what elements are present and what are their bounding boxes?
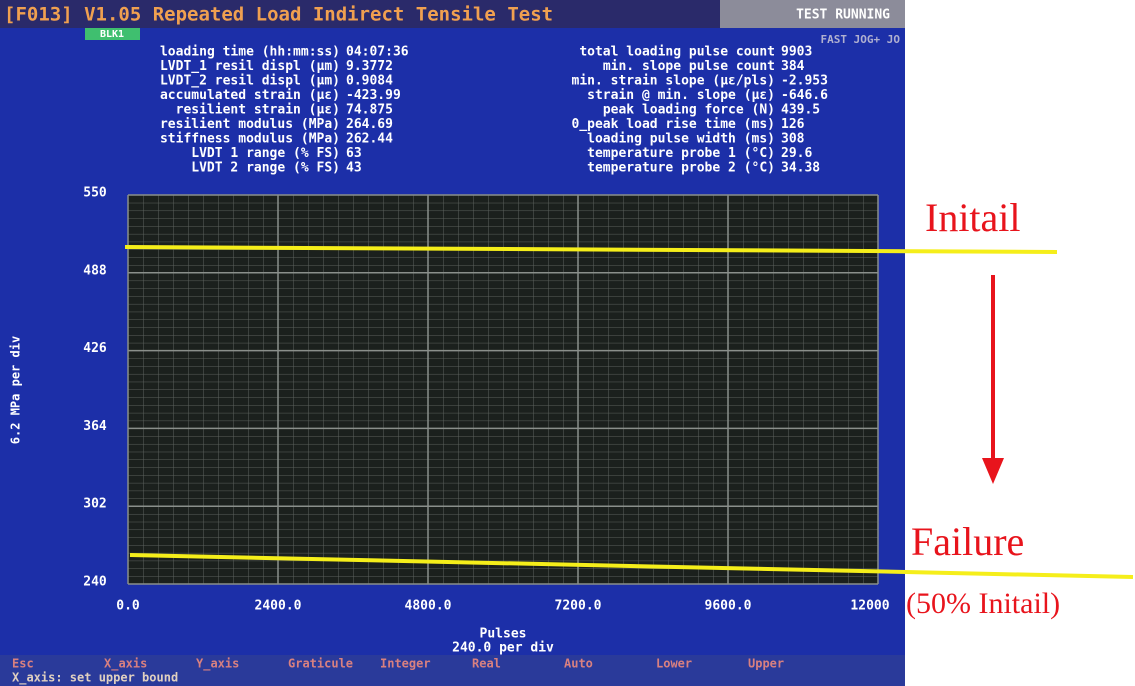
readout-value: 126 bbox=[781, 117, 805, 132]
menu-background bbox=[0, 655, 905, 686]
menu-item: Esc bbox=[12, 657, 34, 671]
menu-item: Auto bbox=[564, 657, 593, 671]
readout-value: -646.6 bbox=[781, 88, 828, 103]
minor-grid bbox=[128, 195, 878, 584]
initial-label: Initail bbox=[925, 195, 1021, 240]
status: TEST RUNNING bbox=[796, 8, 890, 23]
y-tick-label: 364 bbox=[83, 419, 107, 434]
readout-value: 43 bbox=[346, 161, 362, 176]
x-tick-label: 2400.0 bbox=[255, 599, 302, 614]
menu-item: Lower bbox=[656, 657, 692, 671]
x-tick-label: 0.0 bbox=[116, 599, 140, 614]
failure-note: (50% Initail) bbox=[906, 587, 1060, 620]
readout-label: stiffness modulus (MPa) bbox=[160, 132, 340, 147]
menu-item: Graticule bbox=[288, 657, 353, 671]
x-tick-label: 4800.0 bbox=[405, 599, 452, 614]
readout-label: peak loading force (N) bbox=[603, 103, 775, 118]
failure-line bbox=[129, 553, 1134, 579]
readout-value: 9.3772 bbox=[346, 59, 393, 74]
menu-item: Upper bbox=[748, 657, 784, 671]
readout-value: -423.99 bbox=[346, 88, 401, 103]
y-tick-label: 302 bbox=[83, 497, 106, 512]
readout-label: temperature probe 2 (°C) bbox=[587, 161, 775, 176]
readout-label: min. strain slope (µε/pls) bbox=[572, 74, 776, 89]
y-axis-title: 6.2 MPa per div bbox=[9, 336, 23, 444]
readout-value: 0.9084 bbox=[346, 74, 393, 89]
readout-value: 308 bbox=[781, 132, 805, 147]
readout-value: 264.69 bbox=[346, 117, 393, 132]
readout-value: 439.5 bbox=[781, 103, 820, 118]
readout-value: 63 bbox=[346, 146, 362, 161]
y-tick-label: 550 bbox=[83, 186, 107, 201]
initial-line bbox=[124, 245, 1058, 254]
block-box bbox=[85, 28, 140, 40]
menu-item: Y_axis bbox=[196, 657, 239, 672]
readout-label: loading time (hh:mm:ss) bbox=[160, 45, 340, 60]
block-label: BLK1 bbox=[100, 29, 124, 40]
failure-label: Failure bbox=[911, 519, 1024, 564]
readout-label: resilient modulus (MPa) bbox=[160, 117, 340, 132]
readout-value: 29.6 bbox=[781, 146, 812, 161]
readout-label: strain @ min. slope (µε) bbox=[587, 88, 775, 103]
menu-item: Real bbox=[472, 657, 501, 671]
x-axis-title: Pulses bbox=[480, 627, 527, 642]
readout-label: LVDT 1 range (% FS) bbox=[191, 146, 340, 161]
readouts: loading time (hh:mm:ss) 04:07:36 LVDT_1 re… bbox=[160, 45, 828, 176]
arrow-head bbox=[982, 458, 1004, 484]
readout-value: 9903 bbox=[781, 45, 812, 60]
x-tick-label: 9600.0 bbox=[705, 599, 752, 614]
readout-label: total loading pulse count bbox=[579, 45, 775, 60]
readout-value: 384 bbox=[781, 59, 805, 74]
menu-item: X_axis bbox=[104, 657, 147, 672]
readout-value: 04:07:36 bbox=[346, 45, 409, 60]
x-axis-subtitle: 240.0 per div bbox=[452, 641, 554, 656]
plot: 240 302 364 426 488 550 0.0 2400.0 4800.0 7200.0 9… bbox=[83, 186, 889, 614]
y-tick-label: 240 bbox=[83, 575, 107, 590]
x-tick-label: 12000 bbox=[850, 599, 889, 614]
title: [F013] V1.05 Repeated Load Indirect Tens… bbox=[4, 4, 553, 26]
title-bar bbox=[0, 0, 720, 28]
readout-value: -2.953 bbox=[781, 74, 828, 89]
readout-label: LVDT_1 resil displ (µm) bbox=[160, 59, 340, 74]
jog-label: FAST JOG+ JO bbox=[821, 33, 901, 46]
readout-value: 34.38 bbox=[781, 161, 820, 176]
y-tick-label: 488 bbox=[83, 263, 107, 278]
menu-bar: Esc X_axis Y_axis Graticule Integer Real Auto L… bbox=[0, 655, 905, 686]
readout-label: accumulated strain (µε) bbox=[160, 88, 340, 103]
y-tick-label: 426 bbox=[83, 341, 107, 356]
readout-label: temperature probe 1 (°C) bbox=[587, 146, 775, 161]
readout-value: 74.875 bbox=[346, 103, 393, 118]
readout-label: 0_peak load rise time (ms) bbox=[572, 117, 776, 132]
readout-label: LVDT 2 range (% FS) bbox=[191, 161, 340, 176]
x-tick-label: 7200.0 bbox=[555, 599, 602, 614]
menu-prompt: X_axis: set upper bound bbox=[12, 671, 178, 686]
readout-label: LVDT_2 resil displ (µm) bbox=[160, 74, 340, 89]
status-box bbox=[720, 0, 905, 28]
readout-value: 262.44 bbox=[346, 132, 393, 147]
menu-item: Integer bbox=[380, 657, 431, 671]
readout-label: resilient strain (µε) bbox=[176, 103, 340, 118]
readout-label: loading pulse width (ms) bbox=[587, 132, 775, 147]
readout-label: min. slope pulse count bbox=[603, 59, 775, 74]
